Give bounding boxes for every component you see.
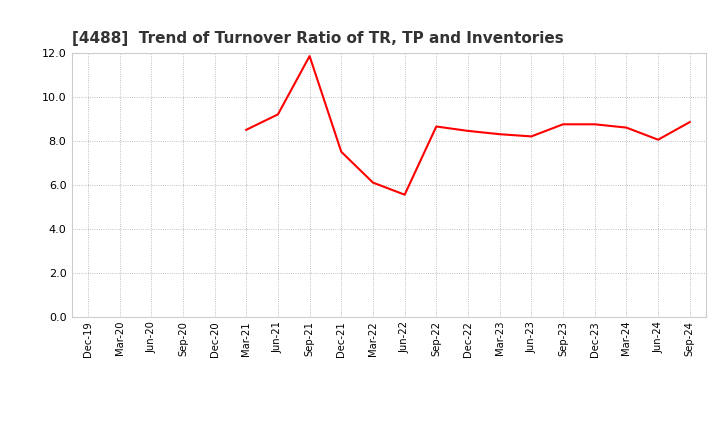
Trade Receivables (495, 132, 504, 137)
Trade Receivables (590, 121, 599, 127)
Trade Receivables (432, 124, 441, 129)
Trade Receivables (654, 137, 662, 142)
Trade Receivables (400, 192, 409, 197)
Line: Trade Receivables: Trade Receivables (246, 56, 690, 194)
Trade Receivables (622, 125, 631, 130)
Trade Receivables (685, 119, 694, 125)
Trade Receivables (242, 127, 251, 132)
Trade Receivables (527, 134, 536, 139)
Trade Receivables (559, 121, 567, 127)
Trade Receivables (369, 180, 377, 185)
Trade Receivables (464, 128, 472, 134)
Trade Receivables (274, 112, 282, 117)
Trade Receivables (305, 53, 314, 59)
Trade Receivables (337, 149, 346, 154)
Text: [4488]  Trend of Turnover Ratio of TR, TP and Inventories: [4488] Trend of Turnover Ratio of TR, TP… (72, 31, 564, 46)
